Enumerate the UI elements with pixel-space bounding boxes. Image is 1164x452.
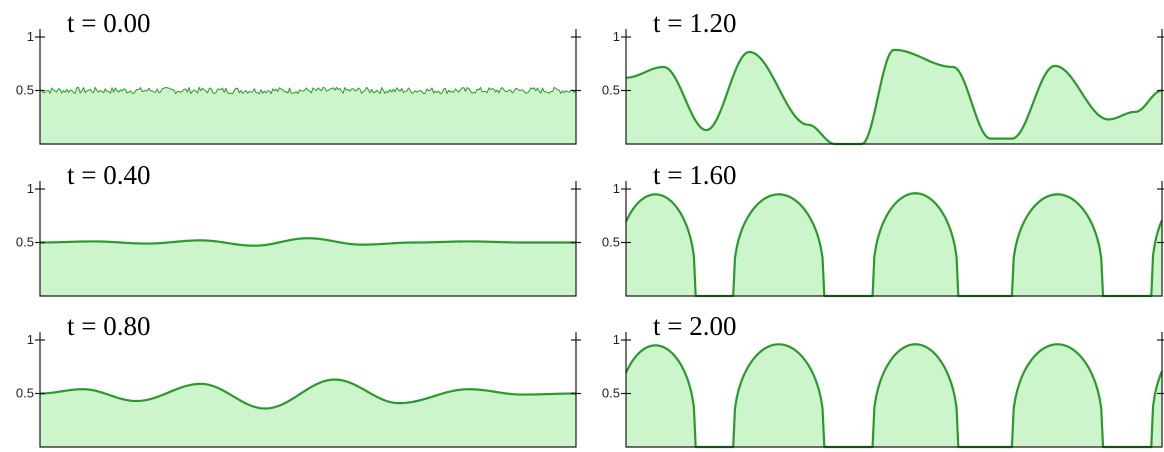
panel-title: t = 2.00 xyxy=(653,311,736,341)
y-tick-label: 1 xyxy=(613,181,620,196)
y-tick-label: 0.5 xyxy=(602,386,620,401)
panel-3: 1 0.5 t = 0.80 xyxy=(16,311,581,447)
y-tick-label: 1 xyxy=(613,332,620,347)
y-tick-label: 1 xyxy=(613,29,620,44)
y-tick-label: 1 xyxy=(27,181,34,196)
panel-title: t = 1.20 xyxy=(653,8,736,38)
area-fill xyxy=(40,87,576,144)
panel-title: t = 1.60 xyxy=(653,160,736,190)
y-tick-label: 1 xyxy=(27,332,34,347)
panel-title: t = 0.40 xyxy=(67,160,150,190)
panel-6: 1 0.5 t = 2.00 xyxy=(602,311,1164,447)
panel-5: 1 0.5 t = 1.60 xyxy=(602,160,1164,296)
area-fill xyxy=(40,238,576,296)
panel-1: 1 0.5 t = 0.00 xyxy=(16,8,581,144)
area-fill xyxy=(626,344,1162,447)
y-tick-label: 0.5 xyxy=(602,83,620,98)
y-tick-label: 0.5 xyxy=(16,386,34,401)
y-tick-label: 0.5 xyxy=(16,83,34,98)
y-tick-label: 0.5 xyxy=(16,235,34,250)
y-tick-label: 1 xyxy=(27,29,34,44)
panel-2: 1 0.5 t = 0.40 xyxy=(16,160,581,296)
panel-4: 1 0.5 t = 1.20 xyxy=(602,8,1164,144)
y-tick-label: 0.5 xyxy=(602,235,620,250)
panel-title: t = 0.80 xyxy=(67,311,150,341)
panel-title: t = 0.00 xyxy=(67,8,150,38)
